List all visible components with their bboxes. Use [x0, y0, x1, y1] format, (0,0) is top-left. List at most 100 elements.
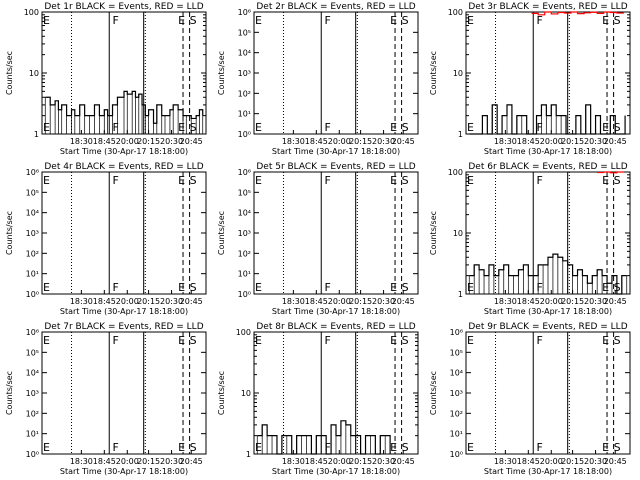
marker-label-bottom: S [614, 441, 621, 454]
y-tick-label: 10⁰ [450, 450, 463, 459]
y-tick-label: 1 [458, 290, 463, 299]
marker-label-top: E [390, 334, 397, 347]
marker-label-bottom: F [325, 441, 331, 454]
marker-label-bottom: E [390, 441, 397, 454]
y-tick-label: 10² [238, 89, 251, 98]
y-tick-label: 10⁵ [26, 348, 39, 357]
marker-label-bottom: F [325, 281, 331, 294]
y-axis-label: Counts/sec [5, 211, 14, 255]
marker-label-left-bottom: E [43, 121, 50, 134]
y-tick-label: 10³ [450, 389, 463, 398]
x-tick-label: 18:30 [70, 457, 93, 466]
detector-panel-8: Det 8r BLACK = Events, RED = LLD 1 10 100 Co… [217, 322, 419, 476]
x-tick-label: 18:45 [93, 137, 116, 146]
x-axis-label: Start Time (30-Apr-17 18:18:00) [60, 307, 188, 316]
y-tick-label: 10⁴ [238, 49, 251, 58]
marker-label-top: E [602, 174, 609, 187]
marker-label-bottom: S [614, 121, 621, 134]
marker-label-top: E [178, 14, 185, 27]
marker-label-top: S [402, 334, 409, 347]
x-tick-label: 18:30 [494, 457, 517, 466]
x-tick-label: 20:00 [540, 457, 563, 466]
marker-label-bottom: E [178, 441, 185, 454]
y-tick-label: 10 [453, 229, 463, 238]
marker-label-left-bottom: E [255, 281, 262, 294]
y-tick-label: 10¹ [450, 430, 463, 439]
marker-label-bottom: S [402, 121, 409, 134]
marker-label-bottom: F [325, 121, 331, 134]
x-tick-label: 20:00 [328, 297, 351, 306]
x-tick-label: 20:00 [540, 297, 563, 306]
x-tick-label: 20:00 [328, 137, 351, 146]
marker-label-top: E [602, 14, 609, 27]
x-axis-label: Start Time (30-Apr-17 18:18:00) [272, 467, 400, 476]
data-series-1 [469, 104, 626, 135]
marker-label-bottom: E [390, 281, 397, 294]
y-tick-label: 10⁰ [26, 290, 39, 299]
marker-label-top: E [390, 14, 397, 27]
marker-label-top: F [325, 174, 331, 187]
panel-title: Det 7r BLACK = Events, RED = LLD [44, 322, 203, 332]
x-tick-label: 18:30 [494, 137, 517, 146]
marker-label-top: E [390, 174, 397, 187]
marker-label-top: E [178, 174, 185, 187]
marker-label-left-bottom: E [43, 441, 50, 454]
marker-label-left-top: E [467, 174, 474, 187]
panel-title: Det 2r BLACK = Events, RED = LLD [256, 2, 415, 12]
y-tick-label: 1 [458, 130, 463, 139]
y-tick-label: 10³ [238, 69, 251, 78]
y-tick-label: 10³ [26, 389, 39, 398]
marker-label-top: F [325, 334, 331, 347]
marker-label-left-top: E [467, 334, 474, 347]
x-tick-label: 18:30 [70, 137, 93, 146]
x-tick-label: 20:30 [372, 137, 395, 146]
x-tick-label: 20:45 [392, 297, 415, 306]
marker-label-bottom: F [113, 121, 119, 134]
marker-label-top: F [537, 174, 543, 187]
x-tick-label: 20:45 [180, 457, 203, 466]
x-tick-label: 20:15 [137, 457, 160, 466]
marker-label-left-bottom: E [467, 121, 474, 134]
y-axis-label: Counts/sec [429, 51, 438, 95]
y-tick-label: 10³ [26, 229, 39, 238]
x-tick-label: 18:45 [305, 297, 328, 306]
x-tick-label: 18:45 [93, 297, 116, 306]
x-tick-label: 20:00 [116, 137, 139, 146]
marker-label-bottom: S [190, 441, 197, 454]
y-tick-label: 10¹ [238, 110, 251, 119]
marker-label-top: F [113, 174, 119, 187]
x-tick-label: 20:45 [392, 457, 415, 466]
marker-label-left-top: E [255, 14, 262, 27]
x-tick-label: 20:45 [392, 137, 415, 146]
y-tick-label: 10 [29, 69, 39, 78]
y-tick-label: 10¹ [26, 270, 39, 279]
x-tick-label: 20:45 [180, 137, 203, 146]
marker-label-bottom: F [537, 441, 543, 454]
marker-label-bottom: S [190, 121, 197, 134]
y-tick-label: 10⁵ [238, 188, 251, 197]
data-series-1 [257, 420, 391, 455]
marker-label-left-top: E [255, 334, 262, 347]
y-tick-label: 10¹ [238, 270, 251, 279]
x-tick-label: 18:30 [70, 297, 93, 306]
x-tick-label: 18:45 [305, 137, 328, 146]
y-axis-label: Counts/sec [429, 371, 438, 415]
marker-label-left-top: E [43, 14, 50, 27]
marker-label-top: S [614, 334, 621, 347]
plot-frame [41, 331, 207, 455]
x-tick-label: 20:30 [584, 457, 607, 466]
x-tick-label: 20:45 [604, 297, 627, 306]
marker-label-top: F [113, 334, 119, 347]
x-tick-label: 18:45 [517, 457, 540, 466]
y-axis-label: Counts/sec [429, 211, 438, 255]
y-tick-label: 10⁴ [26, 369, 39, 378]
marker-label-left-bottom: E [43, 281, 50, 294]
y-tick-label: 10⁵ [450, 348, 463, 357]
y-tick-label: 10⁰ [26, 450, 39, 459]
marker-label-top: E [178, 334, 185, 347]
y-tick-label: 10 [453, 69, 463, 78]
panel-title: Det 3r BLACK = Events, RED = LLD [468, 2, 627, 12]
y-tick-label: 10⁴ [26, 209, 39, 218]
marker-label-left-bottom: E [467, 441, 474, 454]
x-tick-label: 18:45 [305, 457, 328, 466]
